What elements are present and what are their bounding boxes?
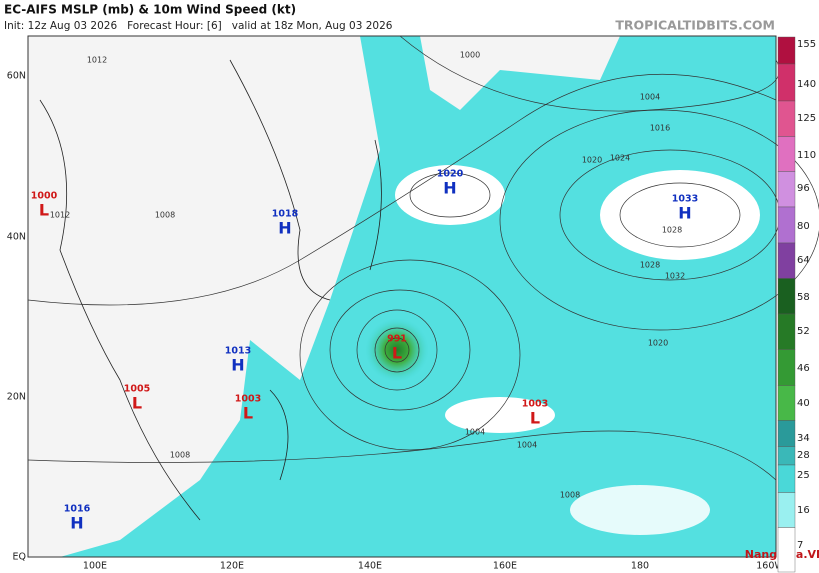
isobar-label: 1028 [640, 261, 660, 270]
colorbar-tick-label: 155 [797, 39, 816, 50]
calm-area [445, 397, 555, 433]
colorbar-segment [777, 136, 796, 172]
colorbar-tick-label: 58 [797, 292, 810, 303]
isobar-label: 1000 [460, 51, 480, 60]
isobar-label: 1008 [170, 451, 190, 460]
colorbar-segment [777, 492, 796, 528]
pressure-center-value: 1020 [437, 169, 464, 180]
calm-area [395, 165, 505, 225]
site-name: TROPICALTIDBITS.COM [615, 18, 775, 33]
coastlines [39, 59, 382, 521]
latitude-label: 60N [7, 71, 26, 82]
colorbar-segment [777, 206, 796, 244]
colorbar-tick-label: 40 [797, 398, 810, 409]
pressure-center-value: 1005 [124, 384, 150, 395]
colorbar-tick-label: 80 [797, 221, 810, 232]
colorbar-segment [777, 464, 796, 493]
colorbar-tick-label: 25 [797, 470, 810, 481]
isobar-label: 1028 [662, 226, 682, 235]
pressure-center-symbol: H [678, 204, 691, 223]
isobar-label: 1024 [610, 154, 630, 163]
colorbar-segment [777, 349, 796, 386]
colorbar-tick-label: 52 [797, 326, 810, 337]
typhoon-wind-core [365, 318, 429, 382]
isobar-label: 1012 [50, 211, 70, 220]
colorbar-segment [777, 278, 796, 315]
pressure-center-value: 991 [387, 334, 407, 345]
pressure-center-symbol: H [443, 179, 456, 198]
colorbar-segment [777, 242, 796, 279]
colorbar-segment [777, 527, 796, 573]
latitude-label: EQ [13, 552, 26, 563]
colorbar-tick-label: 64 [797, 255, 810, 266]
longitude-label: 160E [493, 561, 517, 572]
colorbar-tick-label: 96 [797, 183, 810, 194]
pressure-center-symbol: H [278, 219, 291, 238]
land-area [420, 36, 620, 110]
colorbar-tick-label: 46 [797, 363, 810, 374]
isobar-label: 1004 [465, 428, 485, 437]
subtitle: Init: 12z Aug 03 2026 Forecast Hour: [6]… [4, 20, 393, 32]
map-frame [27, 35, 777, 558]
colorbar-segment [777, 446, 796, 466]
calm-area [600, 170, 760, 260]
pressure-center-symbol: L [132, 394, 142, 413]
pressure-center-value: 1033 [672, 194, 698, 205]
colorbar-segment [777, 63, 796, 102]
isobars [27, 35, 819, 481]
pressure-center-value: 1018 [272, 209, 299, 220]
map-area [27, 35, 819, 558]
longitude-label: 180 [631, 561, 649, 572]
isobar-label: 1032 [665, 272, 685, 281]
colorbar-segment [777, 36, 796, 65]
colorbar-segment [777, 313, 796, 350]
pressure-center-value: 1013 [225, 346, 251, 357]
pressure-center-symbol: L [39, 201, 49, 220]
colorbar-tick-label: 7 [797, 540, 803, 551]
colorbar-tick-label: 125 [797, 113, 816, 124]
isobar-label: 1004 [517, 441, 537, 450]
pressure-center-symbol: L [392, 344, 402, 363]
colorbar-segment [777, 420, 796, 447]
isobar-label: 1016 [650, 124, 670, 133]
colorbar-tick-label: 28 [797, 450, 810, 461]
isobar-label: 1008 [155, 211, 175, 220]
pressure-center-symbol: H [231, 356, 244, 375]
longitude-label: 140E [358, 561, 382, 572]
calm-area [570, 485, 710, 535]
latitude-label: 40N [7, 232, 26, 243]
pressure-center-symbol: L [243, 404, 253, 423]
colorbar-segment [777, 100, 796, 137]
pressure-center-value: 1016 [64, 504, 91, 515]
title: EC-AIFS MSLP (mb) & 10m Wind Speed (kt) [4, 3, 296, 17]
isobar-label: 1008 [560, 491, 580, 500]
colorbar-tick-label: 140 [797, 79, 816, 90]
pressure-center-value: 1000 [31, 191, 58, 202]
longitude-label: 100E [83, 561, 107, 572]
pressure-center-value: 1003 [522, 399, 548, 410]
pressure-center-symbol: L [530, 409, 540, 428]
isobar-label: 1004 [640, 93, 660, 102]
pressure-center-value: 1003 [235, 394, 261, 405]
colorbar-segment [777, 171, 796, 208]
longitude-label: 120E [220, 561, 244, 572]
isobar-label: 1020 [582, 156, 602, 165]
longitude-label: 160W [756, 561, 784, 572]
isobar-label: 1020 [648, 339, 668, 348]
isobar-label: 1012 [87, 56, 107, 65]
colorbar-tick-label: 16 [797, 505, 810, 516]
colorbar-tick-label: 34 [797, 433, 810, 444]
colorbar-tick-label: 110 [797, 150, 816, 161]
pressure-center-symbol: H [70, 514, 83, 533]
colorbar-segment [777, 385, 796, 421]
latitude-label: 20N [7, 392, 26, 403]
